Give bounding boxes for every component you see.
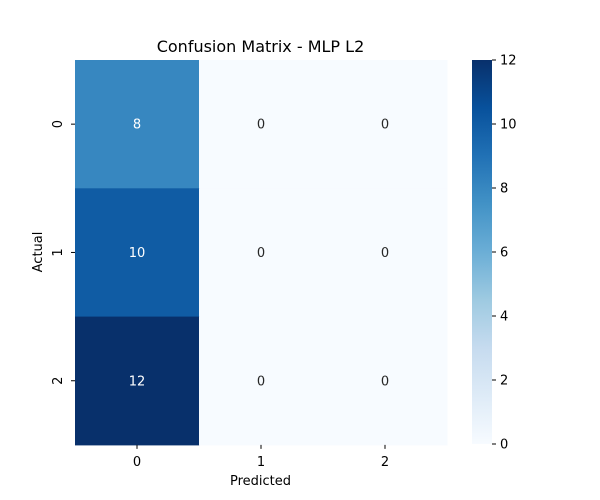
heatmap-cells (75, 60, 448, 446)
y-tick-label: 1 (51, 248, 66, 256)
heatmap-cell-r1-c2 (323, 188, 448, 318)
heatmap-cell-r0-c1 (199, 60, 324, 189)
heatmap-cell-r0-c2 (323, 60, 448, 189)
colorbar-tick-label: 2 (500, 374, 508, 389)
y-axis: 0 1 2 (51, 120, 75, 385)
cell-value-label: 8 (133, 118, 141, 133)
colorbar-axis: 0 2 4 6 8 10 12 (492, 54, 517, 453)
cell-value-label: 0 (381, 246, 389, 261)
x-tick-label: 2 (381, 455, 389, 470)
heatmap-cell-r0-c0 (75, 60, 200, 189)
colorbar-tick-label: 4 (500, 310, 508, 325)
heatmap-cell-r1-c0 (75, 188, 200, 318)
colorbar-tick-label: 8 (500, 182, 508, 197)
x-axis: 0 1 2 (133, 444, 389, 470)
heatmap-cell-labels: 8 0 0 10 0 0 12 0 0 (129, 118, 389, 390)
y-axis-label: Actual (31, 232, 46, 273)
heatmap-cell-r1-c1 (199, 188, 324, 318)
y-tick-label: 0 (51, 120, 66, 128)
heatmap-cell-r2-c0 (75, 316, 200, 446)
colorbar-tick-label: 12 (500, 54, 517, 69)
cell-value-label: 10 (129, 246, 146, 261)
chart-title: Confusion Matrix - MLP L2 (157, 37, 365, 56)
colorbar-tick-label: 6 (500, 246, 508, 261)
colorbar (472, 60, 492, 444)
colorbar-tick-label: 10 (500, 118, 517, 133)
cell-value-label: 12 (129, 374, 146, 389)
cell-value-label: 0 (257, 374, 265, 389)
cell-value-label: 0 (257, 246, 265, 261)
x-axis-label: Predicted (230, 474, 291, 489)
x-tick-label: 0 (133, 455, 141, 470)
cell-value-label: 0 (381, 118, 389, 133)
x-tick-label: 1 (257, 455, 265, 470)
cell-value-label: 0 (257, 118, 265, 133)
heatmap-cell-r2-c2 (323, 316, 448, 446)
cell-value-label: 0 (381, 374, 389, 389)
colorbar-tick-label: 0 (500, 438, 508, 453)
heatmap-cell-r2-c1 (199, 316, 324, 446)
y-tick-label: 2 (51, 377, 66, 385)
